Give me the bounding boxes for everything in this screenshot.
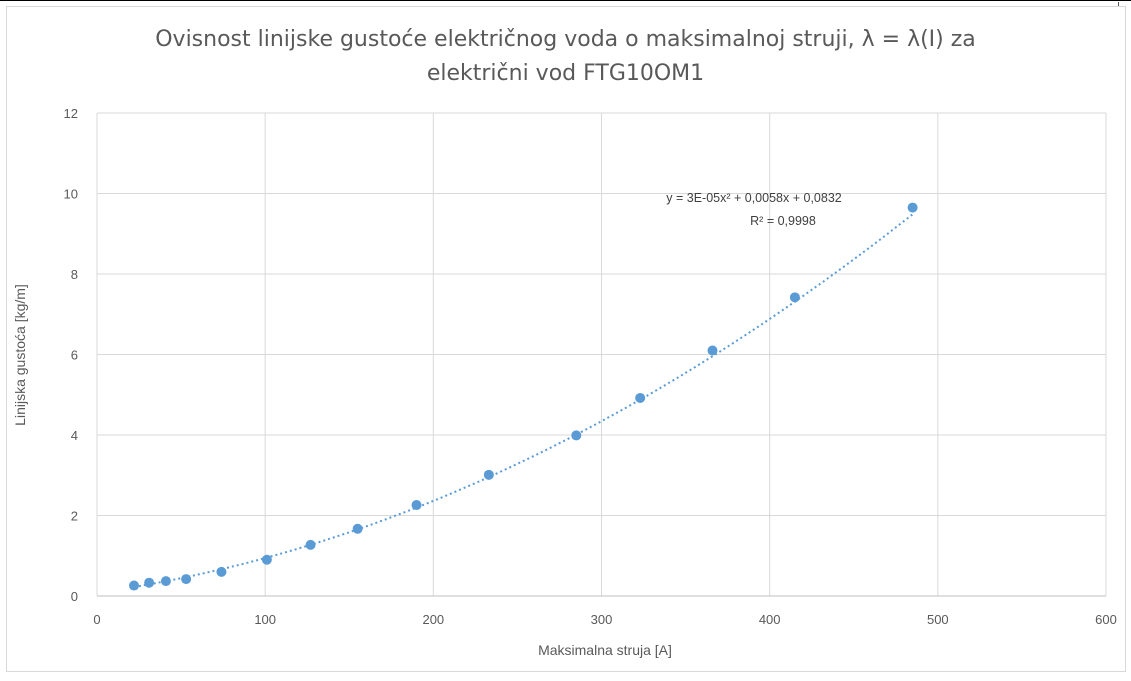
gridlines [97, 112, 1107, 596]
trendline-r-squared: R² = 0,9998 [750, 214, 816, 228]
window-top-border [0, 0, 1131, 1]
y-tick-label: 6 [71, 348, 78, 363]
axes [96, 113, 1106, 597]
trendline-equation: y = 3E-05x² + 0,0058x + 0,0832 [666, 191, 842, 205]
data-point[interactable] [261, 554, 272, 565]
data-point[interactable] [128, 580, 139, 591]
y-tick-label: 2 [71, 509, 78, 524]
data-points [128, 202, 918, 591]
data-point[interactable] [160, 576, 171, 587]
x-tick-label: 300 [591, 612, 613, 627]
x-tick-label: 600 [1095, 612, 1117, 627]
y-tick-label: 4 [71, 428, 78, 443]
x-tick-label: 200 [422, 612, 444, 627]
x-tick-label: 500 [927, 612, 949, 627]
data-point[interactable] [352, 523, 363, 534]
y-tick-label: 10 [64, 187, 78, 202]
data-point[interactable] [571, 430, 582, 441]
y-tick-label: 8 [71, 267, 78, 282]
data-point[interactable] [907, 202, 918, 213]
chart-title-line-1: Ovisnost linijske gustoće električnog vo… [155, 27, 976, 52]
data-point[interactable] [305, 539, 316, 550]
trendline [133, 213, 914, 588]
data-point[interactable] [216, 566, 227, 577]
data-point[interactable] [483, 469, 494, 480]
y-axis-label: Linijska gustoća [kg/m] [12, 284, 28, 426]
x-tick-label: 0 [93, 612, 100, 627]
data-point[interactable] [144, 577, 155, 588]
data-point[interactable] [411, 500, 422, 511]
x-tick-label: 400 [759, 612, 781, 627]
chart-title-line-2: električni vod FTG10OM1 [426, 61, 705, 86]
corner-mark [1118, 2, 1129, 8]
data-point[interactable] [635, 392, 646, 403]
x-tick-label: 100 [254, 612, 276, 627]
data-point[interactable] [789, 292, 800, 303]
y-tick-label: 0 [71, 589, 78, 604]
chart-area[interactable] [6, 6, 1126, 672]
tick-labels: 0 2 4 6 8 10 12 0 100 200 300 400 500 600 [64, 106, 1117, 627]
x-axis-label: Maksimalna struja [A] [538, 642, 672, 658]
y-tick-label: 12 [64, 106, 78, 121]
data-point[interactable] [707, 345, 718, 356]
data-point[interactable] [181, 574, 192, 585]
